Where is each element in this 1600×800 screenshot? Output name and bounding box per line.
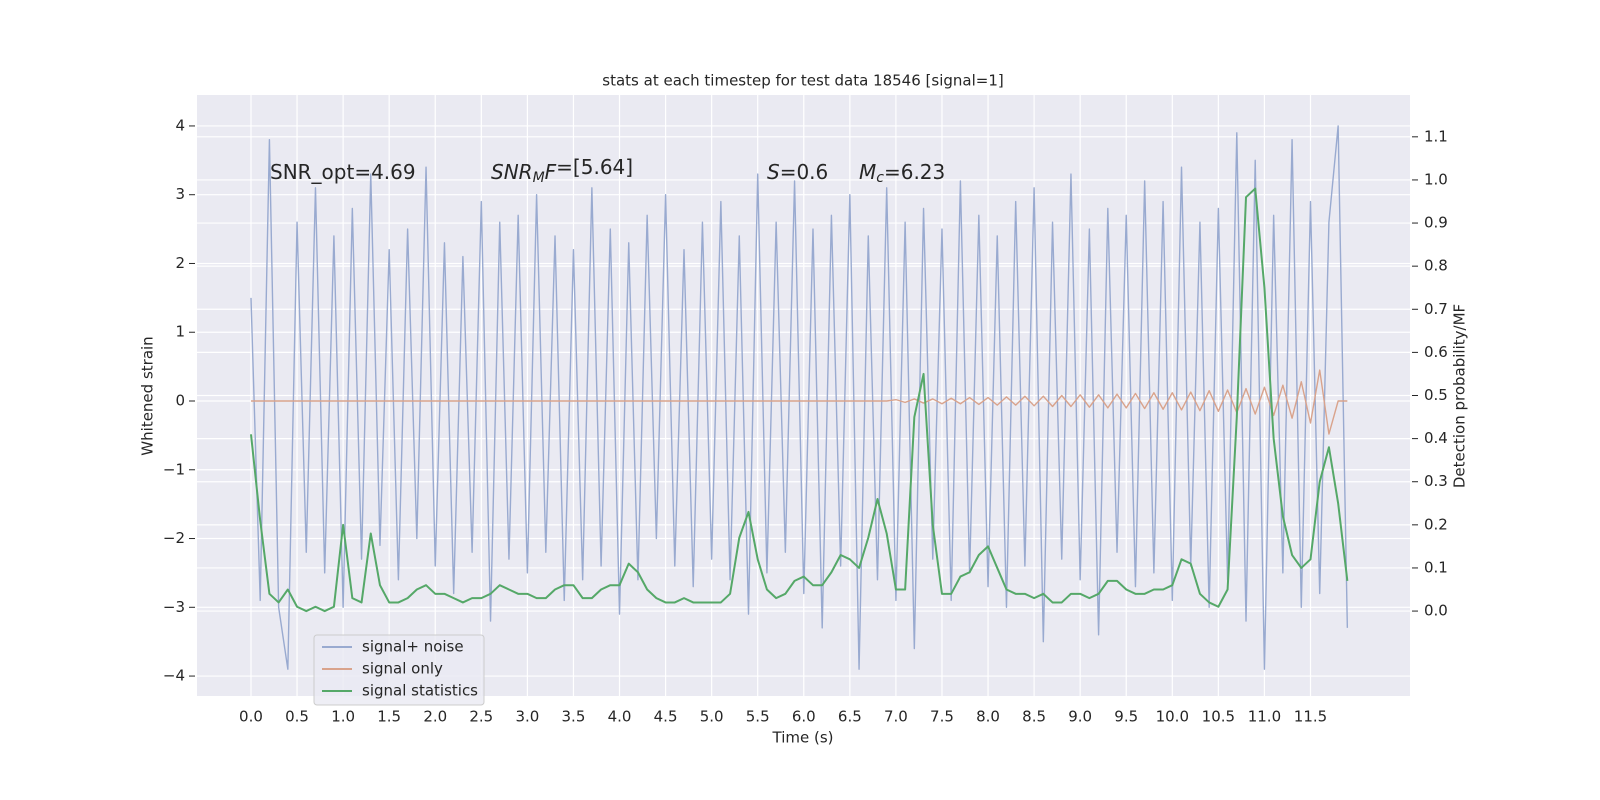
annotation: S=0.6	[767, 160, 828, 184]
annotation-part: c	[876, 170, 884, 186]
legend: signal+ noise signal only signal statistic…	[313, 634, 485, 706]
y-tick-label: −4	[163, 667, 185, 685]
annotation: Mc=6.23	[859, 160, 945, 187]
x-tick-label: 8.5	[1022, 708, 1046, 726]
x-tick-label: 3.0	[515, 708, 539, 726]
annotation-part: SNR_opt=4.69	[270, 160, 416, 184]
annotation-part: M	[533, 170, 545, 186]
x-tick-label: 10.0	[1156, 708, 1189, 726]
legend-box	[313, 634, 485, 706]
y2-tick-label: 0.9	[1424, 214, 1448, 232]
x-tick-label: 11.5	[1294, 708, 1327, 726]
y-tick-label: 1	[175, 323, 185, 341]
chart-title: stats at each timestep for test data 185…	[602, 72, 1003, 90]
x-tick-label: 5.0	[700, 708, 724, 726]
y2-tick-label: 0.7	[1424, 300, 1448, 318]
y-axis-label: Whitened strain	[139, 336, 157, 455]
y-tick-label: −3	[163, 598, 185, 616]
x-axis-label: Time (s)	[772, 729, 834, 747]
series-line	[249, 187, 1349, 613]
annotation: SNRMF=[5.64]	[491, 155, 633, 187]
x-tick-label: 7.0	[884, 708, 908, 726]
annotation-part: M	[859, 160, 876, 184]
legend-label: signal statistics	[362, 682, 478, 700]
series-line	[250, 369, 1348, 435]
y2-tick-label: 0.4	[1424, 429, 1448, 447]
series-line	[250, 125, 1349, 670]
x-tick-label: 3.5	[562, 708, 586, 726]
x-tick-label: 9.5	[1114, 708, 1138, 726]
legend-label: signal+ noise	[362, 638, 464, 656]
annotation-part: =6.23	[884, 160, 945, 184]
x-tick-label: 6.0	[792, 708, 816, 726]
x-tick-label: 0.0	[239, 708, 263, 726]
x-tick-label: 1.5	[377, 708, 401, 726]
x-tick-label: 11.0	[1248, 708, 1281, 726]
legend-label: signal only	[362, 660, 443, 678]
y2-tick-label: 0.6	[1424, 343, 1448, 361]
x-tick-label: 1.0	[331, 708, 355, 726]
y2-tick-label: 1.0	[1424, 170, 1448, 188]
annotation-part: F	[545, 160, 557, 184]
x-tick-label: 2.5	[469, 708, 493, 726]
x-tick-label: 5.5	[746, 708, 770, 726]
annotation: SNR_opt=4.69	[270, 160, 416, 184]
y-tick-label: −1	[163, 460, 185, 478]
labels: 0.0 0.5 1.0 1.5 2.0 2.5 3.0 3.5 4.0 4.5 5.0 5.5 6.0 6…	[163, 116, 1448, 725]
y2-tick-label: 0.3	[1424, 472, 1448, 490]
marks	[249, 125, 1349, 670]
x-tick-label: 4.5	[654, 708, 678, 726]
x-tick-label: 8.0	[976, 708, 1000, 726]
y2-tick-label: 0.1	[1424, 558, 1448, 576]
annotation-part: S	[767, 160, 780, 184]
y2-tick-label: 0.5	[1424, 386, 1448, 404]
x-tick-label: 10.5	[1202, 708, 1235, 726]
x-tick-label: 9.0	[1068, 708, 1092, 726]
y2-tick-label: 0.0	[1424, 602, 1448, 620]
y-tick-label: 2	[175, 254, 185, 272]
x-tick-label: 7.5	[930, 708, 954, 726]
y-tick-label: 3	[175, 185, 185, 203]
x-tick-label: 2.0	[423, 708, 447, 726]
annotation-part: =0.6	[780, 160, 829, 184]
x-tick-label: 0.5	[285, 708, 309, 726]
y2-tick-label: 0.8	[1424, 257, 1448, 275]
y2-tick-label: 1.1	[1424, 127, 1448, 145]
x-tick-label: 4.0	[608, 708, 632, 726]
annotation-part: =[5.64]	[556, 155, 633, 179]
y2-axis-label: Detection probability/MF	[1451, 304, 1469, 488]
y-tick-label: −2	[163, 529, 185, 547]
x-tick-label: 6.5	[838, 708, 862, 726]
y2-tick-label: 0.2	[1424, 515, 1448, 533]
y-tick-label: 0	[175, 392, 185, 410]
y-tick-label: 4	[175, 116, 185, 134]
annotation-part: SNR	[491, 160, 533, 184]
